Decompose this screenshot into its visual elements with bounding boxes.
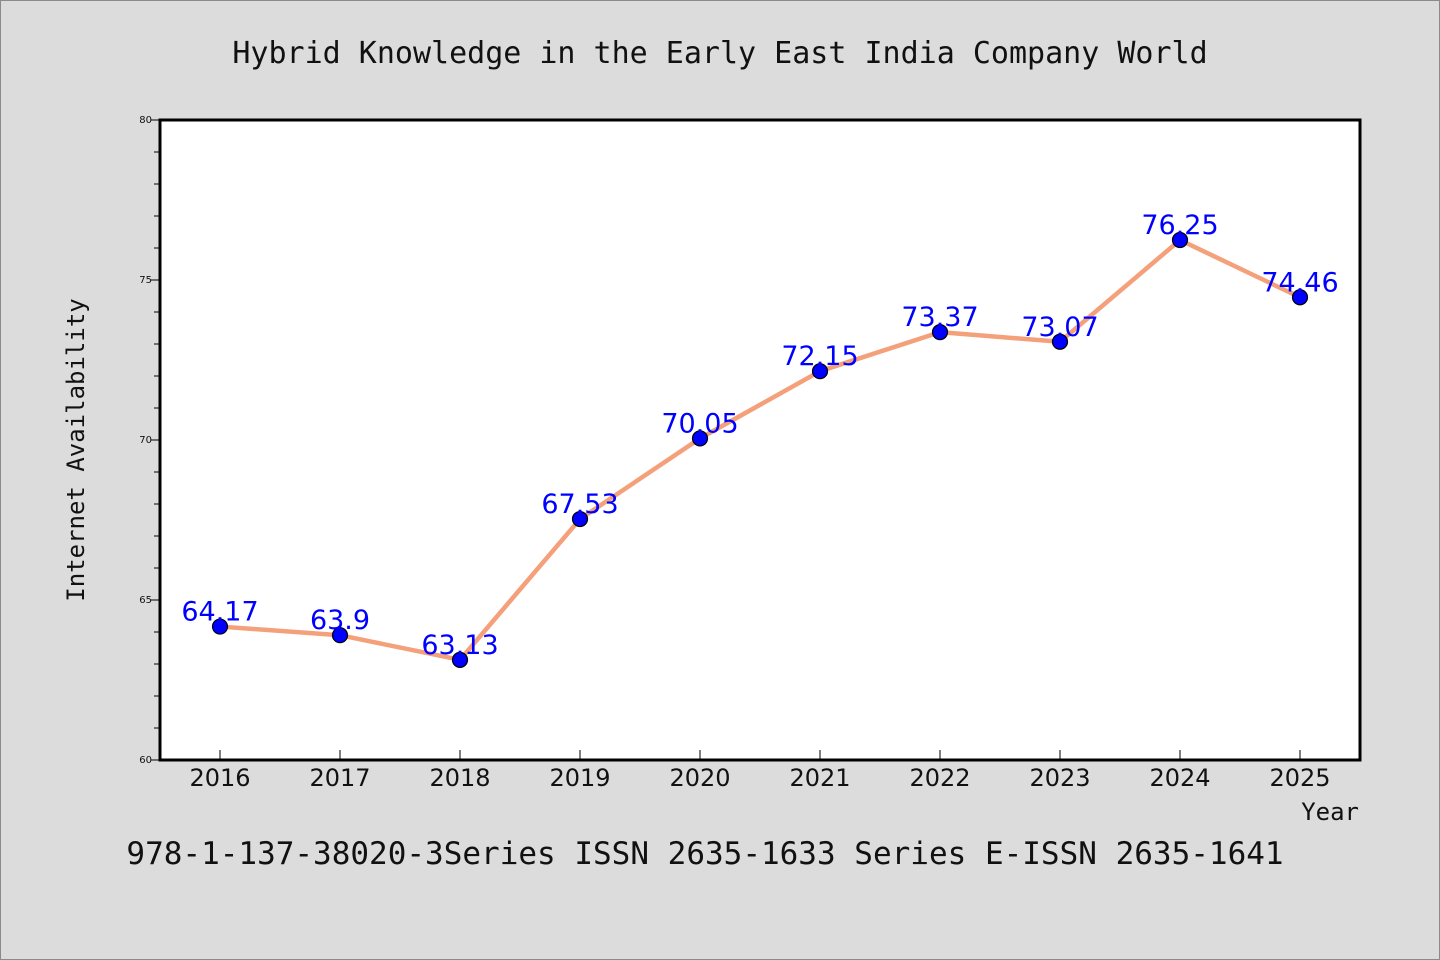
x-axis-title: Year [1301,798,1359,826]
x-tick-label: 2024 [1149,764,1210,792]
x-tick-label: 2021 [789,764,850,792]
series-line [217,237,1303,663]
x-tick-label: 2022 [909,764,970,792]
data-label: 73.07 [1021,312,1098,343]
x-tick-label: 2019 [549,764,610,792]
y-tick-label: 65 [139,595,152,606]
y-axis: 60 65 70 75 80 [139,115,160,766]
data-label: 67.53 [541,489,618,520]
plot-area [160,120,1360,760]
y-tick-label: 75 [139,275,152,286]
data-point [451,651,469,668]
chart-title: Hybrid Knowledge in the Early East India… [232,36,1207,71]
data-point [1291,289,1309,306]
data-point [331,627,349,644]
data-point [1051,333,1069,350]
data-point [1171,231,1189,249]
plot-frame [158,118,1362,762]
x-tick-label: 2025 [1269,764,1330,792]
x-axis: 2016 2017 2018 2019 2020 2021 2022 2023 2024 2025 [189,750,1331,792]
y-tick-label: 60 [139,755,152,766]
data-labels: 64.17 63.9 63.13 67.53 70.05 72.15 73.37 73.07 7… [181,210,1338,661]
y-tick-label: 80 [139,115,152,126]
x-tick-label: 2023 [1029,764,1090,792]
footer-isbn-text: 978-1-137-38020-3Series ISSN 2635-1633 S… [126,836,1283,872]
data-label: 63.9 [310,605,370,636]
data-label: 74.46 [1261,267,1338,298]
data-point [211,618,229,635]
data-label: 70.05 [661,408,738,439]
y-axis-title: Internet Availability [62,298,90,601]
data-label: 64.17 [181,597,258,628]
y-tick-label: 70 [139,435,152,446]
series-markers [211,231,1309,668]
x-tick-label: 2017 [309,764,370,792]
x-tick-label: 2016 [189,764,250,792]
data-label: 72.15 [781,341,858,372]
data-point [931,324,949,341]
data-label: 73.37 [901,302,978,333]
data-point [691,430,709,447]
data-label: 63.13 [421,630,498,661]
data-point [571,510,589,528]
x-tick-label: 2018 [429,764,490,792]
x-tick-label: 2020 [669,764,730,792]
data-point [811,363,829,380]
data-label: 76.25 [1141,210,1218,241]
